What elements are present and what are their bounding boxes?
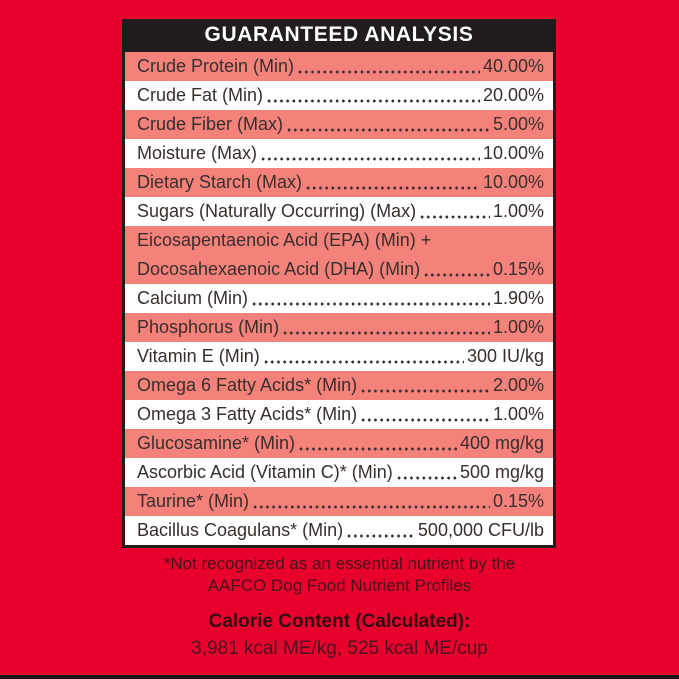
table-body: Crude Protein (Min) 40.00% Crude Fat (Mi…	[125, 50, 553, 545]
nutrient-label: Omega 3 Fatty Acids* (Min)	[137, 404, 358, 424]
calorie-content-title: Calorie Content (Calculated):	[208, 611, 471, 632]
table-row-vitamin-e: Vitamin E (Min) 300 IU/kg	[125, 342, 553, 371]
nutrient-label: Crude Fat (Min)	[137, 85, 264, 105]
dot-leader	[266, 99, 480, 103]
nutrient-label: Phosphorus (Min)	[137, 317, 280, 337]
dot-leader	[282, 331, 490, 335]
table-row-glucosamine: Glucosamine* (Min) 400 mg/kg	[125, 429, 553, 458]
table-row-calcium: Calcium (Min) 1.90%	[125, 284, 553, 313]
footnote-line-2: AAFCO Dog Food Nutrient Profiles	[207, 576, 472, 595]
dot-leader	[419, 215, 490, 219]
table-row-crude-fat: Crude Fat (Min) 20.00%	[125, 81, 553, 110]
nutrient-label: Ascorbic Acid (Vitamin C)* (Min)	[137, 462, 393, 482]
table-row-ascorbic-acid: Ascorbic Acid (Vitamin C)* (Min) 500 mg/…	[125, 458, 553, 487]
table-title: GUARANTEED ANALYSIS	[204, 22, 474, 46]
table-row-omega-3: Omega 3 Fatty Acids* (Min) 1.00%	[125, 400, 553, 429]
dot-leader	[251, 302, 490, 306]
dot-leader	[360, 389, 490, 393]
nutrient-value: 1.00%	[492, 404, 544, 424]
nutrient-label: Dietary Starch (Max)	[137, 172, 303, 192]
dot-leader	[395, 476, 457, 480]
table-row-dietary-starch: Dietary Starch (Max) 10.00%	[125, 168, 553, 197]
table-row-sugars: Sugars (Naturally Occurring) (Max) 1.00%	[125, 197, 553, 226]
nutrient-value: 300 IU/kg	[466, 346, 544, 366]
table-row-crude-fiber: Crude Fiber (Max) 5.00%	[125, 110, 553, 139]
aafco-footnote: *Not recognized as an essential nutrient…	[0, 553, 679, 597]
table-row-crude-protein: Crude Protein (Min) 40.00%	[125, 52, 553, 81]
dot-leader	[262, 360, 464, 364]
nutrient-value: 20.00%	[482, 85, 544, 105]
nutrient-value: 40.00%	[482, 56, 544, 76]
dot-leader	[346, 534, 415, 538]
table-row-bacillus-coagulans: Bacillus Coagulans* (Min) 500,000 CFU/lb	[125, 516, 553, 545]
dha-line: Docosahexaenoic Acid (DHA) (Min) 0.15%	[125, 255, 553, 284]
dot-leader	[298, 447, 457, 451]
nutrient-label: Crude Fiber (Max)	[137, 114, 284, 134]
nutrient-value: 10.00%	[482, 143, 544, 163]
calorie-content-block: Calorie Content (Calculated): 3,981 kcal…	[0, 611, 679, 660]
nutrient-label: Vitamin E (Min)	[137, 346, 260, 366]
table-row-taurine: Taurine* (Min) 0.15%	[125, 487, 553, 516]
table-header: GUARANTEED ANALYSIS	[125, 19, 553, 50]
dot-leader	[286, 128, 490, 132]
calorie-content-values: 3,981 kcal ME/kg, 525 kcal ME/cup	[191, 638, 488, 659]
nutrient-label: Taurine* (Min)	[137, 491, 250, 511]
epa-line: Eicosapentaenoic Acid (EPA) (Min) +	[125, 226, 553, 255]
nutrient-value: 500,000 CFU/lb	[417, 520, 544, 540]
nutrient-label: Eicosapentaenoic Acid (EPA) (Min) +	[137, 230, 432, 250]
dot-leader	[305, 186, 480, 190]
nutrient-value: 0.15%	[492, 259, 544, 279]
nutrient-value: 1.00%	[492, 201, 544, 221]
table-row-epa-dha: Eicosapentaenoic Acid (EPA) (Min) + Doco…	[125, 226, 553, 284]
dot-leader	[360, 418, 490, 422]
nutrient-label: Sugars (Naturally Occurring) (Max)	[137, 201, 417, 221]
table-row-omega-6: Omega 6 Fatty Acids* (Min) 2.00%	[125, 371, 553, 400]
nutrient-label: Glucosamine* (Min)	[137, 433, 296, 453]
dot-leader	[260, 157, 480, 161]
nutrient-label: Calcium (Min)	[137, 288, 249, 308]
table-row-phosphorus: Phosphorus (Min) 1.00%	[125, 313, 553, 342]
nutrient-label: Moisture (Max)	[137, 143, 258, 163]
nutrient-value: 0.15%	[492, 491, 544, 511]
nutrient-value: 400 mg/kg	[459, 433, 544, 453]
dot-leader	[297, 70, 480, 74]
nutrient-label: Docosahexaenoic Acid (DHA) (Min)	[137, 259, 421, 279]
dot-leader	[252, 505, 490, 509]
nutrient-value: 1.90%	[492, 288, 544, 308]
nutrient-value: 1.00%	[492, 317, 544, 337]
nutrient-value: 2.00%	[492, 375, 544, 395]
nutrient-value: 500 mg/kg	[459, 462, 544, 482]
footnote-line-1: *Not recognized as an essential nutrient…	[163, 554, 516, 573]
nutrient-value: 10.00%	[482, 172, 544, 192]
nutrient-value: 5.00%	[492, 114, 544, 134]
label-bottom-edge	[0, 675, 679, 679]
dot-leader	[423, 273, 490, 277]
table-row-moisture: Moisture (Max) 10.00%	[125, 139, 553, 168]
guaranteed-analysis-table: GUARANTEED ANALYSIS Crude Protein (Min) …	[122, 19, 556, 548]
nutrient-label: Omega 6 Fatty Acids* (Min)	[137, 375, 358, 395]
nutrient-label: Crude Protein (Min)	[137, 56, 295, 76]
nutrient-label: Bacillus Coagulans* (Min)	[137, 520, 344, 540]
